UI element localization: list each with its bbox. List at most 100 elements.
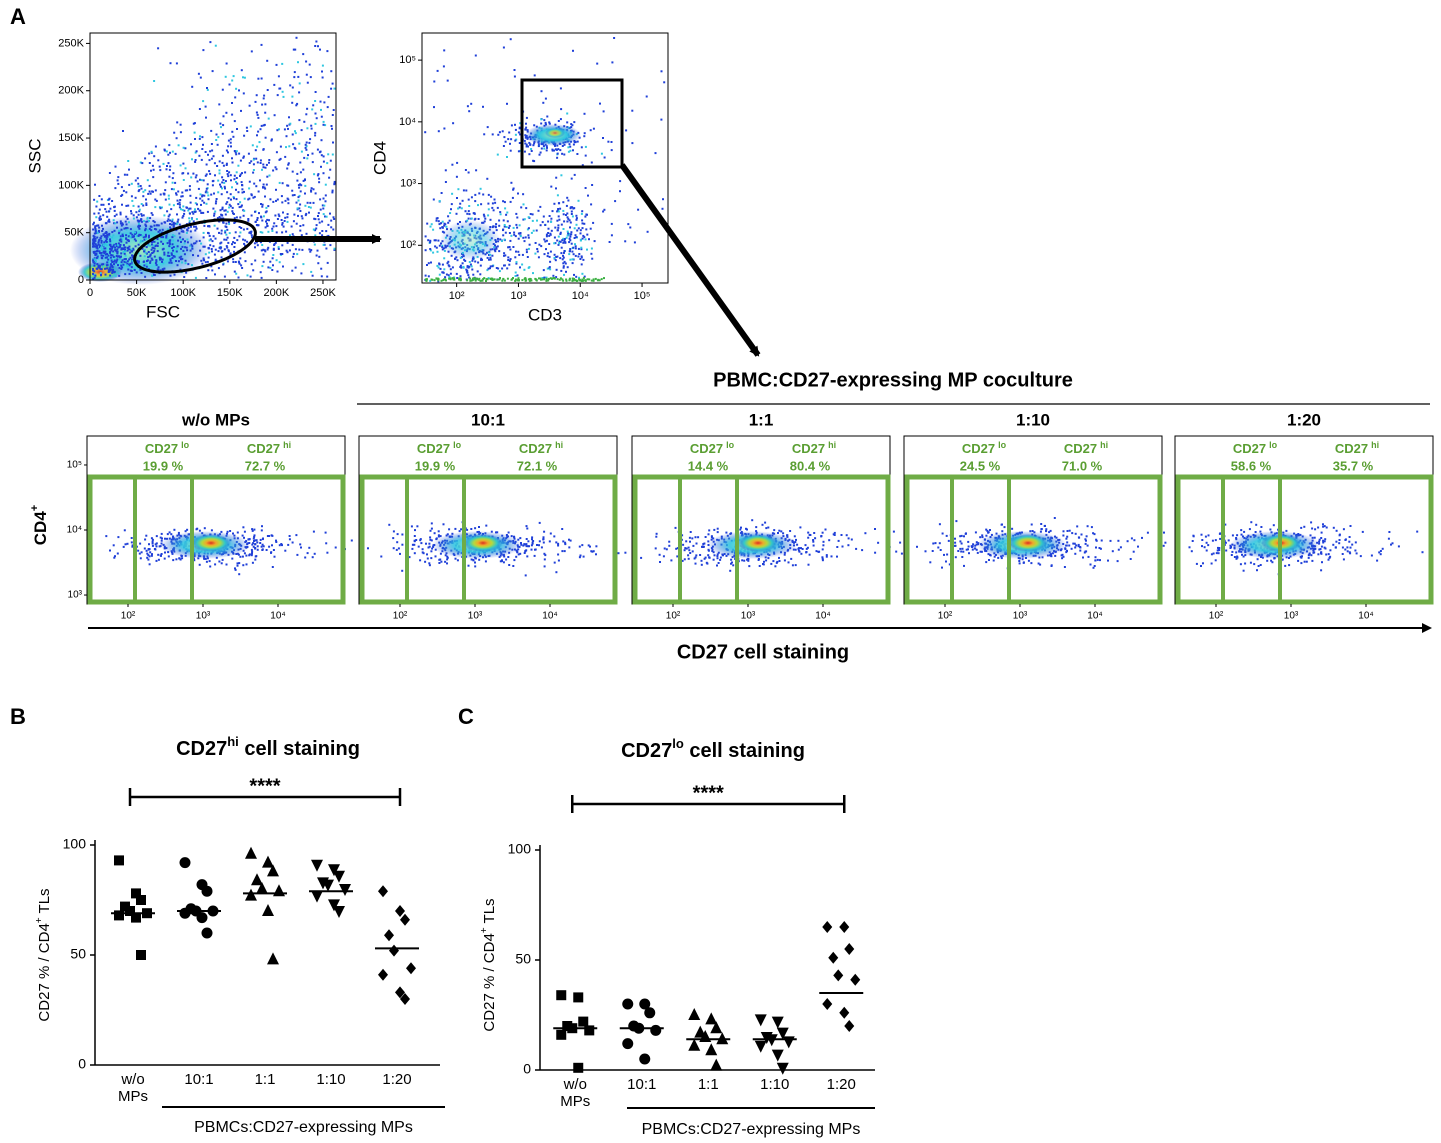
event-dot: [218, 216, 221, 218]
event-dot: [299, 210, 302, 212]
event-dot: [245, 126, 248, 129]
event-dot: [460, 528, 463, 531]
event-dot: [575, 223, 578, 226]
event-dot: [214, 210, 217, 213]
event-dot: [102, 234, 105, 237]
event-dot: [194, 242, 197, 245]
event-dot: [189, 207, 192, 210]
event-dot: [227, 151, 229, 154]
event-dot: [1080, 533, 1083, 536]
event-dot: [203, 245, 206, 248]
event-dot: [565, 214, 567, 216]
event-dot: [470, 102, 473, 105]
event-dot: [221, 88, 224, 91]
event-dot: [302, 263, 305, 266]
event-dot: [1062, 555, 1065, 558]
event-dot: [321, 204, 324, 207]
event-dot: [458, 277, 461, 280]
event-dot: [521, 253, 524, 256]
event-dot: [204, 174, 207, 177]
event-dot: [236, 239, 239, 242]
event-dot: [1111, 550, 1114, 553]
event-dot: [588, 278, 591, 281]
event-dot: [248, 538, 251, 541]
event-dot: [154, 145, 157, 148]
event-dot: [531, 219, 534, 222]
event-dot: [178, 557, 181, 560]
event-dot: [203, 194, 206, 197]
event-dot: [556, 255, 559, 258]
event-dot: [183, 212, 186, 215]
event-dot: [1323, 540, 1326, 543]
event-dot: [253, 195, 256, 198]
event-dot: [278, 215, 281, 218]
event-dot: [790, 557, 793, 560]
event-dot: [476, 270, 479, 273]
event-dot: [532, 229, 535, 232]
event-dot: [142, 214, 145, 217]
event-dot: [817, 550, 820, 553]
event-dot: [318, 181, 321, 184]
event-dot: [553, 242, 556, 245]
event-dot: [234, 261, 237, 263]
event-dot: [716, 553, 719, 556]
event-dot: [828, 539, 831, 542]
event-dot: [507, 138, 510, 141]
event-dot: [317, 218, 320, 221]
event-dot: [536, 250, 539, 253]
event-dot: [531, 213, 534, 216]
event-dot: [145, 246, 148, 249]
event-dot: [92, 269, 95, 272]
event-dot: [668, 540, 671, 543]
event-dot: [471, 268, 474, 271]
event-dot: [310, 127, 313, 130]
event-dot: [581, 544, 584, 547]
event-dot: [286, 197, 289, 200]
event-dot: [429, 225, 432, 228]
event-dot: [544, 224, 547, 226]
event-dot: [241, 191, 244, 194]
event-dot: [1099, 559, 1101, 562]
density-blob: [738, 534, 778, 552]
event-dot: [333, 218, 336, 220]
event-dot: [168, 175, 171, 178]
event-dot: [185, 231, 188, 234]
event-dot: [629, 226, 632, 229]
event-dot: [580, 146, 583, 149]
event-dot: [571, 250, 574, 253]
event-dot: [256, 161, 259, 164]
event-dot: [552, 274, 555, 277]
event-dot: [159, 258, 161, 261]
event-dot: [531, 536, 534, 539]
event-dot: [229, 174, 232, 177]
event-dot: [130, 248, 133, 251]
event-dot: [498, 250, 501, 253]
event-dot: [161, 248, 164, 251]
event-dot: [126, 227, 129, 230]
event-dot: [1207, 544, 1210, 547]
event-dot: [302, 53, 305, 56]
event-dot: [265, 163, 268, 166]
event-dot: [144, 235, 147, 238]
event-dot: [1089, 563, 1092, 566]
event-dot: [304, 184, 307, 187]
event-dot: [92, 237, 95, 240]
event-dot: [570, 231, 573, 234]
event-dot: [137, 234, 140, 237]
event-dot: [330, 226, 333, 229]
event-dot: [282, 225, 285, 228]
event-dot: [538, 540, 541, 543]
event-dot: [138, 210, 141, 213]
event-dot: [275, 151, 278, 154]
event-dot: [515, 262, 518, 265]
event-dot: [444, 181, 447, 183]
event-dot: [1219, 532, 1222, 535]
event-dot: [939, 549, 942, 551]
event-dot: [964, 532, 967, 535]
event-dot: [250, 548, 253, 551]
event-dot: [231, 557, 234, 560]
event-dot: [689, 552, 692, 554]
event-dot: [1030, 523, 1033, 526]
event-dot: [145, 204, 148, 206]
event-dot: [242, 564, 245, 567]
